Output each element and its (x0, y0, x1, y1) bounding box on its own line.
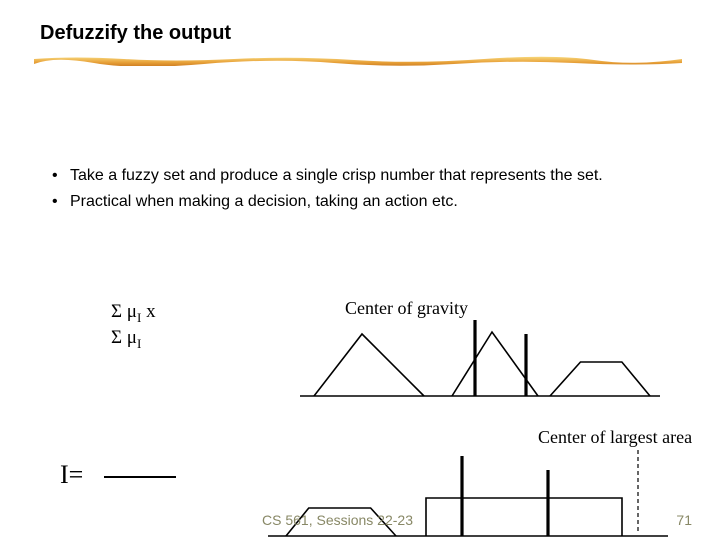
bullet-item: Take a fuzzy set and produce a single cr… (48, 165, 678, 187)
formula-line1-pre: Σ μ (111, 301, 137, 322)
formula-block: Σ μI x Σ μI (111, 300, 156, 352)
bullet-list: Take a fuzzy set and produce a single cr… (48, 165, 678, 216)
bullet-item: Practical when making a decision, taking… (48, 191, 678, 213)
formula-line2-sub: I (137, 336, 141, 351)
cog-diagram (300, 316, 660, 402)
footer-page-number: 71 (676, 512, 692, 528)
center-of-largest-area-label: Center of largest area (538, 427, 692, 448)
footer-course: CS 561, Sessions 22-23 (262, 512, 413, 528)
title-underline (34, 56, 682, 66)
slide-title: Defuzzify the output (40, 22, 231, 45)
i-equals: I= (60, 460, 83, 490)
fraction-bar (104, 476, 176, 478)
formula-line2-pre: Σ μ (111, 327, 137, 348)
formula-line1-post: x (141, 301, 155, 322)
